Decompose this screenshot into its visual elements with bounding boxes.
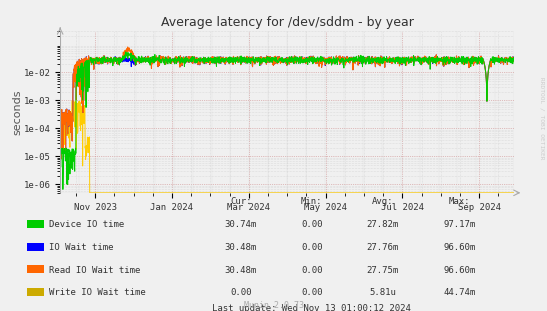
- Text: Write IO Wait time: Write IO Wait time: [49, 289, 146, 297]
- Text: 5.81u: 5.81u: [369, 289, 397, 297]
- Text: Min:: Min:: [301, 197, 323, 206]
- Text: 30.74m: 30.74m: [225, 220, 257, 229]
- Text: 27.75m: 27.75m: [367, 266, 399, 275]
- Y-axis label: seconds: seconds: [12, 89, 22, 135]
- Text: RRDTOOL / TOBI OETIKER: RRDTOOL / TOBI OETIKER: [539, 77, 544, 160]
- Text: 27.82m: 27.82m: [367, 220, 399, 229]
- Text: 44.74m: 44.74m: [444, 289, 475, 297]
- Text: 27.76m: 27.76m: [367, 243, 399, 252]
- Text: 0.00: 0.00: [301, 266, 323, 275]
- Text: Read IO Wait time: Read IO Wait time: [49, 266, 141, 275]
- Text: 0.00: 0.00: [301, 220, 323, 229]
- Text: Last update: Wed Nov 13 01:00:12 2024: Last update: Wed Nov 13 01:00:12 2024: [212, 304, 411, 311]
- Text: Device IO time: Device IO time: [49, 220, 125, 229]
- Title: Average latency for /dev/sddm - by year: Average latency for /dev/sddm - by year: [161, 16, 414, 29]
- Text: Avg:: Avg:: [372, 197, 394, 206]
- Text: 96.60m: 96.60m: [444, 266, 475, 275]
- Text: 0.00: 0.00: [301, 289, 323, 297]
- Text: Max:: Max:: [449, 197, 470, 206]
- Text: IO Wait time: IO Wait time: [49, 243, 114, 252]
- Text: 96.60m: 96.60m: [444, 243, 475, 252]
- Text: 30.48m: 30.48m: [225, 266, 257, 275]
- Text: 0.00: 0.00: [230, 289, 252, 297]
- Text: Cur:: Cur:: [230, 197, 252, 206]
- Text: Munin 2.0.73: Munin 2.0.73: [243, 301, 304, 310]
- Text: 30.48m: 30.48m: [225, 243, 257, 252]
- Text: 97.17m: 97.17m: [444, 220, 475, 229]
- Text: 0.00: 0.00: [301, 243, 323, 252]
